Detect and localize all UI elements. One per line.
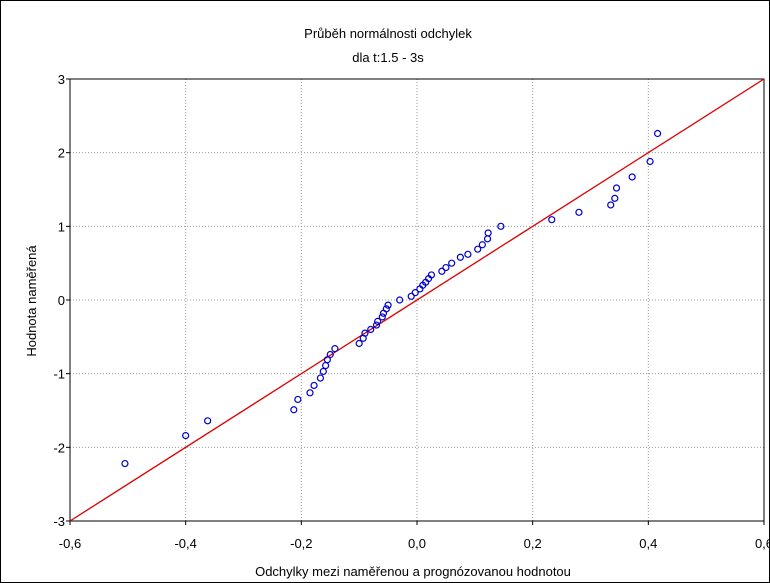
data-point xyxy=(448,259,456,267)
x-tick-label: -0,4 xyxy=(174,536,196,551)
y-tick-label: 1 xyxy=(58,219,65,234)
data-point xyxy=(483,235,492,243)
data-point xyxy=(331,345,339,353)
data-point xyxy=(438,267,446,275)
data-point xyxy=(474,245,482,253)
data-point xyxy=(294,395,302,404)
data-point xyxy=(411,289,419,297)
data-point xyxy=(378,313,386,321)
data-point xyxy=(361,329,369,337)
data-point xyxy=(121,459,129,468)
data-point xyxy=(478,241,486,249)
y-tick-label: 3 xyxy=(58,72,65,87)
data-point xyxy=(442,263,450,272)
data-point xyxy=(575,208,583,216)
chart-subtitle: dla t:1.5 - 3s xyxy=(352,50,424,65)
data-point xyxy=(316,374,325,382)
axis-ticks: -0,6 -0,4 -0,2 0,0 0,2 0,4 0,6 3 2 1 0 -1 -2 -3 xyxy=(53,72,769,551)
data-point xyxy=(355,339,363,348)
data-point xyxy=(611,194,619,202)
data-point xyxy=(646,157,654,166)
chart-title: Průběh normálnosti odchylek xyxy=(304,26,472,41)
y-axis-label: Hodnota naměřená xyxy=(24,245,39,357)
data-point xyxy=(319,367,327,376)
x-tick-label: 0,4 xyxy=(639,536,657,551)
data-point xyxy=(306,389,314,397)
x-tick-label: -0,6 xyxy=(59,536,81,551)
data-point xyxy=(322,361,330,370)
data-point xyxy=(290,406,298,414)
data-point xyxy=(548,216,556,224)
data-point xyxy=(612,184,621,192)
x-tick-label: -0,2 xyxy=(290,536,312,551)
data-point xyxy=(326,350,334,359)
data-point xyxy=(497,222,505,230)
data-point xyxy=(372,321,381,329)
data-point xyxy=(427,271,436,279)
x-tick-label: 0,2 xyxy=(524,536,542,551)
data-point xyxy=(374,317,382,325)
data-point xyxy=(628,173,636,181)
data-point xyxy=(204,417,212,425)
data-point xyxy=(182,431,190,440)
x-axis-label: Odchylky mezi naměřenou a prognózovanou … xyxy=(255,564,571,579)
data-point xyxy=(484,229,492,237)
x-tick-label: 0,0 xyxy=(408,536,426,551)
data-point xyxy=(464,250,472,258)
data-point xyxy=(607,201,615,209)
y-tick-label: -1 xyxy=(53,367,65,382)
data-point xyxy=(396,296,404,304)
data-point xyxy=(310,381,318,390)
data-point xyxy=(407,292,415,300)
data-points xyxy=(121,129,662,468)
data-point xyxy=(382,305,390,313)
data-point xyxy=(323,356,331,364)
data-point xyxy=(456,253,464,261)
y-tick-label: -2 xyxy=(53,440,65,455)
data-point xyxy=(384,301,392,309)
data-point xyxy=(653,129,662,138)
x-tick-label: 0,6 xyxy=(755,536,769,551)
y-tick-label: 2 xyxy=(58,146,65,161)
y-tick-label: -3 xyxy=(53,514,65,529)
data-point xyxy=(367,325,375,334)
y-tick-label: 0 xyxy=(58,293,65,308)
fit-line xyxy=(69,78,765,522)
